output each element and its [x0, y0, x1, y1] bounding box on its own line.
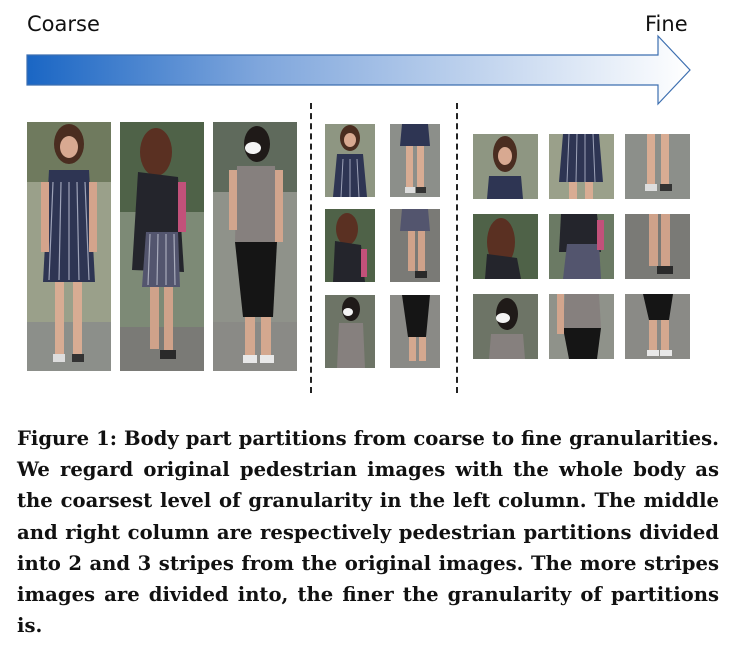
three-stripe-top-3	[473, 294, 538, 359]
three-stripe-top-2	[473, 214, 538, 279]
whole-body-image-1	[27, 122, 111, 371]
granularity-arrow	[26, 34, 691, 106]
three-stripe-bottom-3	[625, 294, 690, 359]
two-stripe-upper-2	[325, 209, 375, 282]
dashed-divider-right	[456, 103, 458, 393]
whole-body-image-2	[120, 122, 204, 371]
three-stripe-top-1	[473, 134, 538, 199]
three-stripe-bottom-1	[625, 134, 690, 199]
three-stripe-mid-1	[549, 134, 614, 199]
two-stripe-lower-3	[390, 295, 440, 368]
three-stripe-bottom-2	[625, 214, 690, 279]
dashed-divider-left	[310, 103, 312, 393]
coarse-label: Coarse	[27, 12, 100, 36]
three-stripe-mid-3	[549, 294, 614, 359]
two-stripe-lower-1	[390, 124, 440, 197]
two-stripe-lower-2	[390, 209, 440, 282]
two-stripe-upper-3	[325, 295, 375, 368]
fine-label: Fine	[645, 12, 688, 36]
whole-body-image-3	[213, 122, 297, 371]
three-stripe-mid-2	[549, 214, 614, 279]
figure-caption: Figure 1: Body part partitions from coar…	[17, 427, 719, 638]
two-stripe-upper-1	[325, 124, 375, 197]
